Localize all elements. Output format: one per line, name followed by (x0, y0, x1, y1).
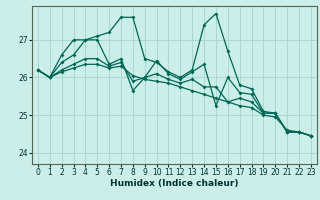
X-axis label: Humidex (Indice chaleur): Humidex (Indice chaleur) (110, 179, 239, 188)
